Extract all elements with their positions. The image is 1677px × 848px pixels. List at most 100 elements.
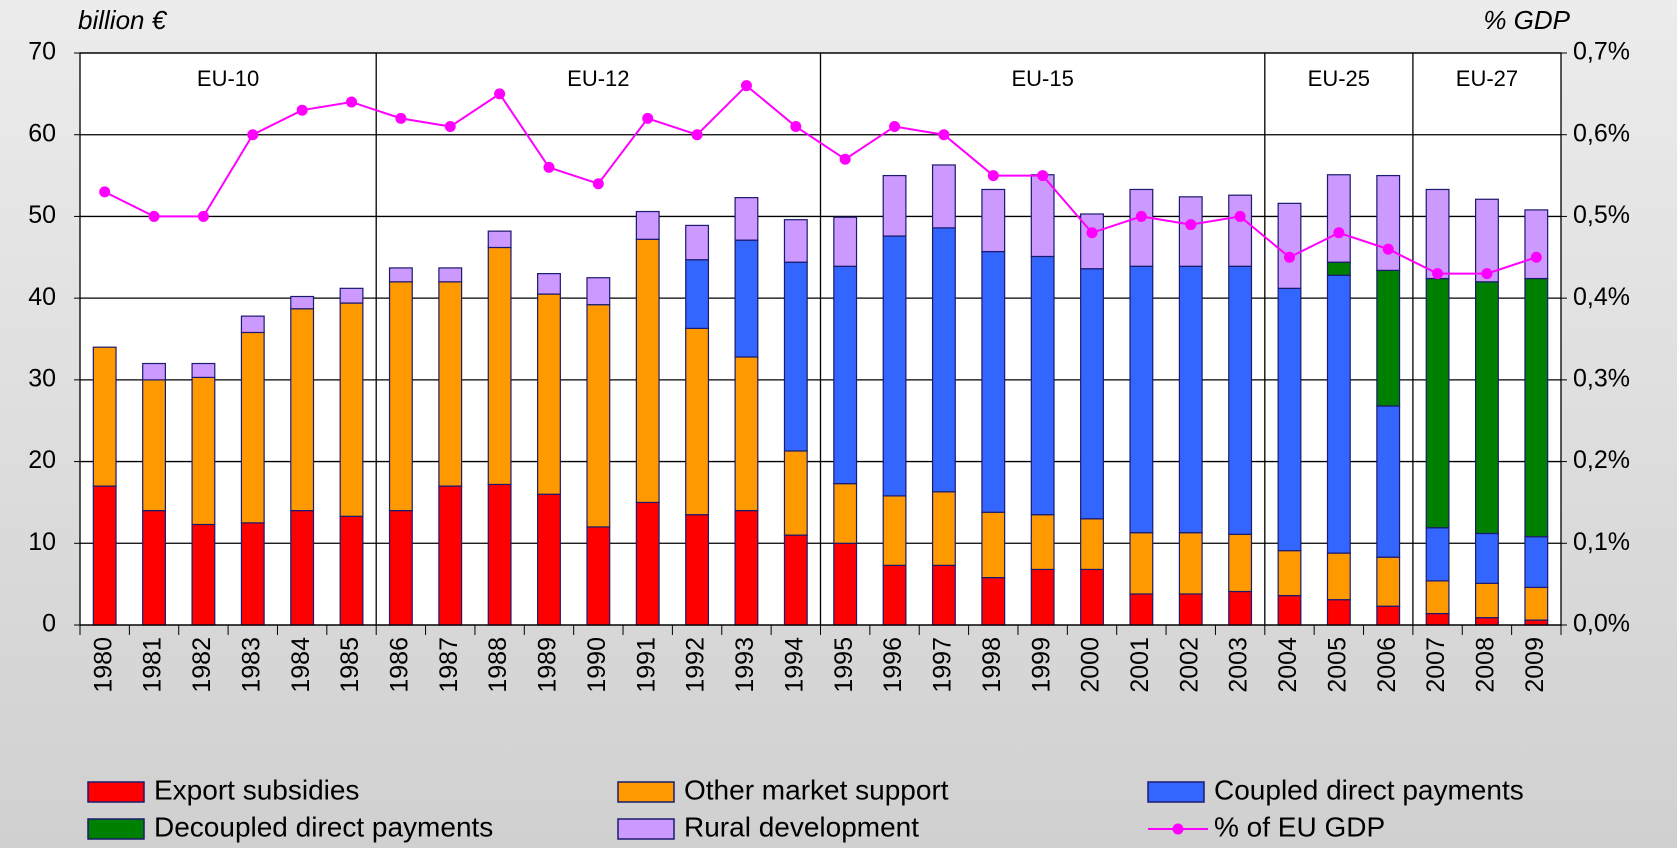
bar-segment — [438, 485, 463, 626]
bar-segment — [685, 224, 710, 261]
y-tick-label: 60 — [28, 119, 56, 147]
period-label: EU-15 — [1011, 66, 1073, 91]
x-tick-label: 1982 — [188, 637, 216, 693]
bar-segment — [1129, 188, 1154, 267]
bar-segment — [1326, 552, 1351, 601]
bar-segment — [1524, 619, 1549, 626]
bar-segment — [882, 174, 907, 237]
x-tick-label: 1996 — [879, 637, 907, 693]
y-tick-label: 50 — [28, 201, 56, 229]
bar-segment — [1129, 532, 1154, 595]
bar-segment — [438, 267, 463, 283]
bar-segment — [1326, 261, 1351, 276]
bar-segment — [1376, 174, 1401, 271]
x-tick-label: 1997 — [929, 637, 957, 693]
bar-segment — [1228, 265, 1253, 535]
bar-segment — [981, 188, 1006, 253]
y2-tick-label: 0,0% — [1573, 610, 1630, 638]
bar-segment — [1376, 556, 1401, 607]
bar-segment — [191, 523, 216, 626]
bar-segment — [931, 564, 956, 626]
bar-segment — [635, 238, 660, 504]
x-tick-label: 1984 — [287, 637, 315, 693]
line-point — [1283, 251, 1295, 263]
bar-segment — [981, 250, 1006, 513]
bar-segment — [685, 259, 710, 329]
legend-label: Rural development — [684, 811, 919, 842]
line-point — [740, 80, 752, 92]
bar-segment — [487, 483, 512, 626]
bar-segment — [882, 495, 907, 566]
x-tick-label: 1983 — [237, 637, 265, 693]
x-tick-label: 1987 — [435, 637, 463, 693]
bar-segment — [290, 295, 315, 310]
bar-segment — [1425, 527, 1450, 582]
bar-segment — [290, 308, 315, 512]
line-point — [296, 104, 308, 116]
bar-segment — [240, 315, 265, 334]
bar-segment — [635, 210, 660, 240]
bar-segment — [1277, 550, 1302, 597]
bar-segment — [191, 362, 216, 379]
x-tick-label: 2001 — [1126, 637, 1154, 693]
bar-segment — [1030, 568, 1055, 626]
bar-segment — [783, 534, 808, 626]
line-point — [987, 170, 999, 182]
bar-segment — [734, 510, 759, 626]
x-tick-label: 1980 — [89, 637, 117, 693]
bar-segment — [1474, 281, 1499, 535]
y2-tick-label: 0,6% — [1573, 119, 1630, 147]
bar-segment — [1376, 605, 1401, 626]
bar-segment — [1474, 198, 1499, 283]
legend-swatch — [1147, 781, 1205, 803]
line-point — [494, 88, 506, 100]
x-tick-label: 1981 — [139, 637, 167, 693]
y-tick-label: 70 — [28, 38, 56, 66]
bar-segment — [783, 219, 808, 263]
line-series — [104, 84, 1537, 275]
bar-segment — [882, 235, 907, 497]
x-tick-label: 2005 — [1323, 637, 1351, 693]
bar-segment — [931, 491, 956, 566]
bar-segment — [1524, 277, 1549, 538]
bar-segment — [339, 302, 364, 517]
y2-tick-label: 0,4% — [1573, 283, 1630, 311]
bar-segment — [1376, 405, 1401, 558]
bar-segment — [1425, 580, 1450, 615]
x-tick-label: 1991 — [632, 637, 660, 693]
line-point — [1382, 243, 1394, 255]
bar-segment — [833, 265, 858, 485]
bar-segment — [981, 577, 1006, 626]
line-point — [642, 112, 654, 124]
bar-segment — [1228, 533, 1253, 593]
line-point — [1481, 268, 1493, 280]
bar-segment — [1080, 268, 1104, 520]
bar-segment — [388, 281, 413, 512]
bar-segment — [833, 216, 858, 267]
line-point — [1432, 268, 1444, 280]
bar-segment — [1080, 568, 1104, 626]
bar-segment — [142, 510, 167, 626]
legend-swatch — [617, 781, 675, 803]
bar-segment — [1326, 274, 1351, 554]
line-point — [1037, 170, 1049, 182]
bar-segment — [1277, 202, 1302, 289]
y-tick-label: 10 — [28, 528, 56, 556]
bar-segment — [1228, 590, 1253, 626]
line-point — [889, 121, 901, 133]
legend-label: Other market support — [684, 774, 949, 805]
legend-marker — [1172, 823, 1184, 835]
bar-segment — [981, 511, 1006, 579]
period-label: EU-10 — [197, 66, 259, 91]
bar-segment — [1178, 265, 1203, 534]
bar-segment — [1178, 593, 1203, 626]
line-point — [1530, 251, 1542, 263]
y-tick-label: 20 — [28, 446, 56, 474]
y2-tick-label: 0,1% — [1573, 528, 1630, 556]
line-point — [99, 186, 111, 198]
legend-swatch — [87, 781, 145, 803]
bar-segment — [586, 277, 611, 306]
bar-segment — [388, 510, 413, 626]
x-tick-label: 1985 — [336, 637, 364, 693]
